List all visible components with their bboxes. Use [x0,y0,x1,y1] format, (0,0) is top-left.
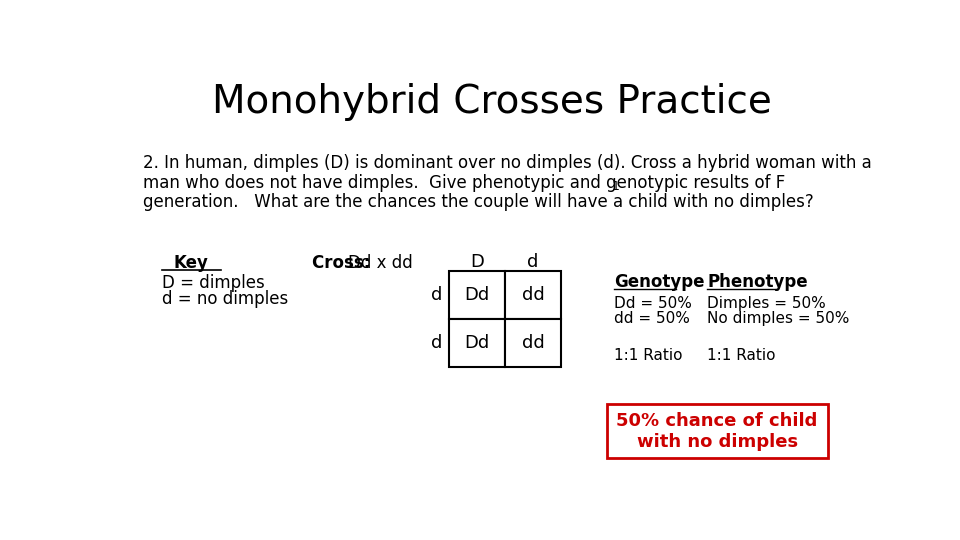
Bar [449,271,505,319]
Text: d = no dimples: d = no dimples [162,290,288,308]
Text: 50% chance of child: 50% chance of child [616,411,818,429]
Text: d: d [527,253,539,271]
Bar [607,403,828,457]
Text: Dd: Dd [465,334,490,352]
Bar [449,319,505,367]
Text: Phenotype: Phenotype [708,273,808,291]
Text: Monohybrid Crosses Practice: Monohybrid Crosses Practice [212,83,772,121]
Text: with no dimples: with no dimples [636,433,798,451]
Text: Key: Key [174,254,208,273]
Bar [505,319,561,367]
Text: 1: 1 [612,180,619,193]
Text: No dimples = 50%: No dimples = 50% [708,312,850,326]
Text: dd: dd [521,334,544,352]
Text: d: d [431,286,443,304]
Text: 1:1 Ratio: 1:1 Ratio [708,348,776,362]
Text: d: d [431,334,443,352]
Text: dd: dd [521,286,544,304]
Text: 2. In human, dimples (D) is dominant over no dimples (d). Cross a hybrid woman w: 2. In human, dimples (D) is dominant ove… [143,154,872,172]
Text: 1:1 Ratio: 1:1 Ratio [614,348,683,362]
Text: D: D [470,253,484,271]
Text: generation.   What are the chances the couple will have a child with no dimples?: generation. What are the chances the cou… [143,193,814,211]
Text: Dd: Dd [465,286,490,304]
Bar [505,271,561,319]
Text: Cross:: Cross: [312,254,376,273]
Text: Dimples = 50%: Dimples = 50% [708,296,827,311]
Text: Dd x dd: Dd x dd [348,254,413,273]
Text: D = dimples: D = dimples [162,274,265,293]
Text: Genotype: Genotype [614,273,705,291]
Text: dd = 50%: dd = 50% [614,312,690,326]
Text: man who does not have dimples.  Give phenotypic and genotypic results of F: man who does not have dimples. Give phen… [143,174,785,192]
Text: Dd = 50%: Dd = 50% [614,296,692,311]
